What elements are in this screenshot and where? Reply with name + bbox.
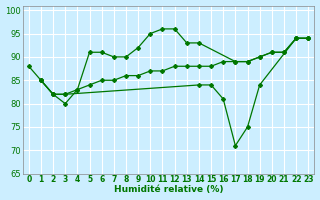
X-axis label: Humidité relative (%): Humidité relative (%): [114, 185, 223, 194]
